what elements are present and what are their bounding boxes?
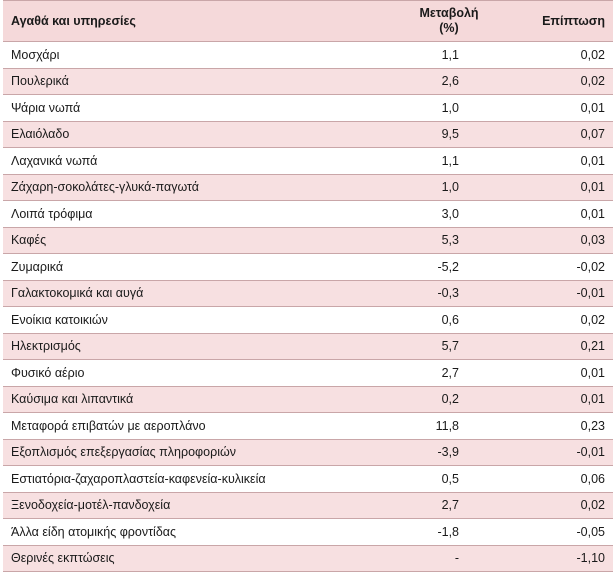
row-impact: 0,02: [580, 498, 605, 513]
row-impact: -0,01: [576, 286, 606, 301]
row-impact: 0,06: [580, 471, 605, 486]
row-impact: 0,03: [580, 233, 605, 248]
table-row: Μεταφορά επιβατών με αεροπλάνο 11,8 0,23: [3, 413, 613, 440]
table-row: Λοιπά τρόφιμα 3,0 0,01: [3, 201, 613, 228]
row-change: 1,1: [441, 47, 459, 62]
row-item: Ξενοδοχεία-μοτέλ-πανδοχεία: [11, 498, 171, 513]
row-change: 0,5: [441, 471, 459, 486]
row-impact: -0,05: [576, 524, 606, 539]
row-item: Ηλεκτρισμός: [11, 339, 81, 354]
row-item: Λοιπά τρόφιμα: [11, 206, 93, 221]
row-impact: 0,01: [580, 365, 605, 380]
row-item: Καύσιμα και λιπαντικά: [11, 392, 134, 407]
row-change: 3,0: [441, 206, 459, 221]
row-impact: 0,01: [580, 153, 605, 168]
row-item: Λαχανικά νωπά: [11, 153, 98, 168]
row-item: Γαλακτοκομικά και αυγά: [11, 286, 144, 301]
row-item: Θερινές εκπτώσεις: [11, 551, 115, 566]
row-impact: 0,02: [580, 74, 605, 89]
row-change: 1,0: [441, 100, 459, 115]
row-item: Ελαιόλαδο: [11, 127, 70, 142]
row-impact: 0,07: [580, 127, 605, 142]
row-change: -1,8: [437, 524, 459, 539]
row-impact: 0,01: [580, 392, 605, 407]
row-change: -5,2: [437, 259, 459, 274]
row-impact: -0,02: [576, 259, 606, 274]
row-item: Άλλα είδη ατομικής φροντίδας: [11, 524, 177, 539]
row-item: Ζυμαρικά: [11, 259, 64, 274]
row-impact: -1,10: [576, 551, 606, 566]
row-change: 2,6: [441, 74, 459, 89]
row-item: Εστιατόρια-ζαχαροπλαστεία-καφενεία-κυλικ…: [11, 471, 266, 486]
row-item: Μεταφορά επιβατών με αεροπλάνο: [11, 418, 206, 433]
table-row: Ενοίκια κατοικιών 0,6 0,02: [3, 307, 613, 334]
row-item: Ζάχαρη-σοκολάτες-γλυκά-παγωτά: [11, 180, 200, 195]
row-impact: 0,01: [580, 206, 605, 221]
row-item: Ψάρια νωπά: [11, 100, 81, 115]
row-item: Πουλερικά: [11, 74, 69, 89]
header-change: Μεταβολή (%): [399, 1, 499, 41]
table-row: Εστιατόρια-ζαχαροπλαστεία-καφενεία-κυλικ…: [3, 466, 613, 493]
row-change: 0,6: [441, 312, 459, 327]
price-change-table: Αγαθά και υπηρεσίες Μεταβολή (%) Επίπτωσ…: [3, 0, 613, 572]
row-change: -3,9: [437, 445, 459, 460]
row-change: 5,3: [441, 233, 459, 248]
header-change-line1: Μεταβολή: [419, 6, 479, 20]
row-impact: 0,23: [580, 418, 605, 433]
table-row: Μοσχάρι 1,1 0,02: [3, 42, 613, 69]
table-row: Ελαιόλαδο 9,5 0,07: [3, 121, 613, 148]
row-item: Μοσχάρι: [11, 47, 60, 62]
table-body: Μοσχάρι 1,1 0,02 Πουλερικά 2,6 0,02 Ψάρια νωπά…: [3, 42, 613, 572]
table-row: Ζάχαρη-σοκολάτες-γλυκά-παγωτά 1,0 0,01: [3, 174, 613, 201]
table-row: Ψάρια νωπά 1,0 0,01: [3, 95, 613, 122]
table-header: Αγαθά και υπηρεσίες Μεταβολή (%) Επίπτωσ…: [3, 0, 613, 42]
row-change: 2,7: [441, 365, 459, 380]
table-row: Φυσικό αέριο 2,7 0,01: [3, 360, 613, 387]
table-row: Γαλακτοκομικά και αυγά -0,3 -0,01: [3, 280, 613, 307]
header-item: Αγαθά και υπηρεσίες: [11, 14, 136, 28]
row-item: Εξοπλισμός επεξεργασίας πληροφοριών: [11, 445, 236, 460]
table-row: Θερινές εκπτώσεις - -1,10: [3, 545, 613, 572]
row-item: Ενοίκια κατοικιών: [11, 312, 108, 327]
row-impact: 0,21: [580, 339, 605, 354]
row-impact: -0,01: [576, 445, 606, 460]
table-row: Καύσιμα και λιπαντικά 0,2 0,01: [3, 386, 613, 413]
row-change: 1,1: [441, 153, 459, 168]
row-change: 0,2: [441, 392, 459, 407]
table-row: Λαχανικά νωπά 1,1 0,01: [3, 148, 613, 175]
row-change: 5,7: [441, 339, 459, 354]
table-row: Εξοπλισμός επεξεργασίας πληροφοριών -3,9 -…: [3, 439, 613, 466]
header-change-line2: (%): [439, 21, 459, 35]
row-change: -0,3: [437, 286, 459, 301]
row-impact: 0,02: [580, 312, 605, 327]
row-change: 1,0: [441, 180, 459, 195]
table-row: Άλλα είδη ατομικής φροντίδας -1,8 -0,05: [3, 519, 613, 546]
row-change: 9,5: [441, 127, 459, 142]
header-impact: Επίπτωση: [542, 14, 605, 28]
table-row: Πουλερικά 2,6 0,02: [3, 68, 613, 95]
row-change: -: [454, 551, 459, 566]
row-impact: 0,01: [580, 180, 605, 195]
row-item: Καφές: [11, 233, 47, 248]
table-row: Καφές 5,3 0,03: [3, 227, 613, 254]
table-row: Ηλεκτρισμός 5,7 0,21: [3, 333, 613, 360]
row-impact: 0,02: [580, 47, 605, 62]
row-change: 11,8: [435, 418, 459, 433]
row-change: 2,7: [441, 498, 459, 513]
row-item: Φυσικό αέριο: [11, 365, 85, 380]
table-row: Ζυμαρικά -5,2 -0,02: [3, 254, 613, 281]
row-impact: 0,01: [580, 100, 605, 115]
table-row: Ξενοδοχεία-μοτέλ-πανδοχεία 2,7 0,02: [3, 492, 613, 519]
